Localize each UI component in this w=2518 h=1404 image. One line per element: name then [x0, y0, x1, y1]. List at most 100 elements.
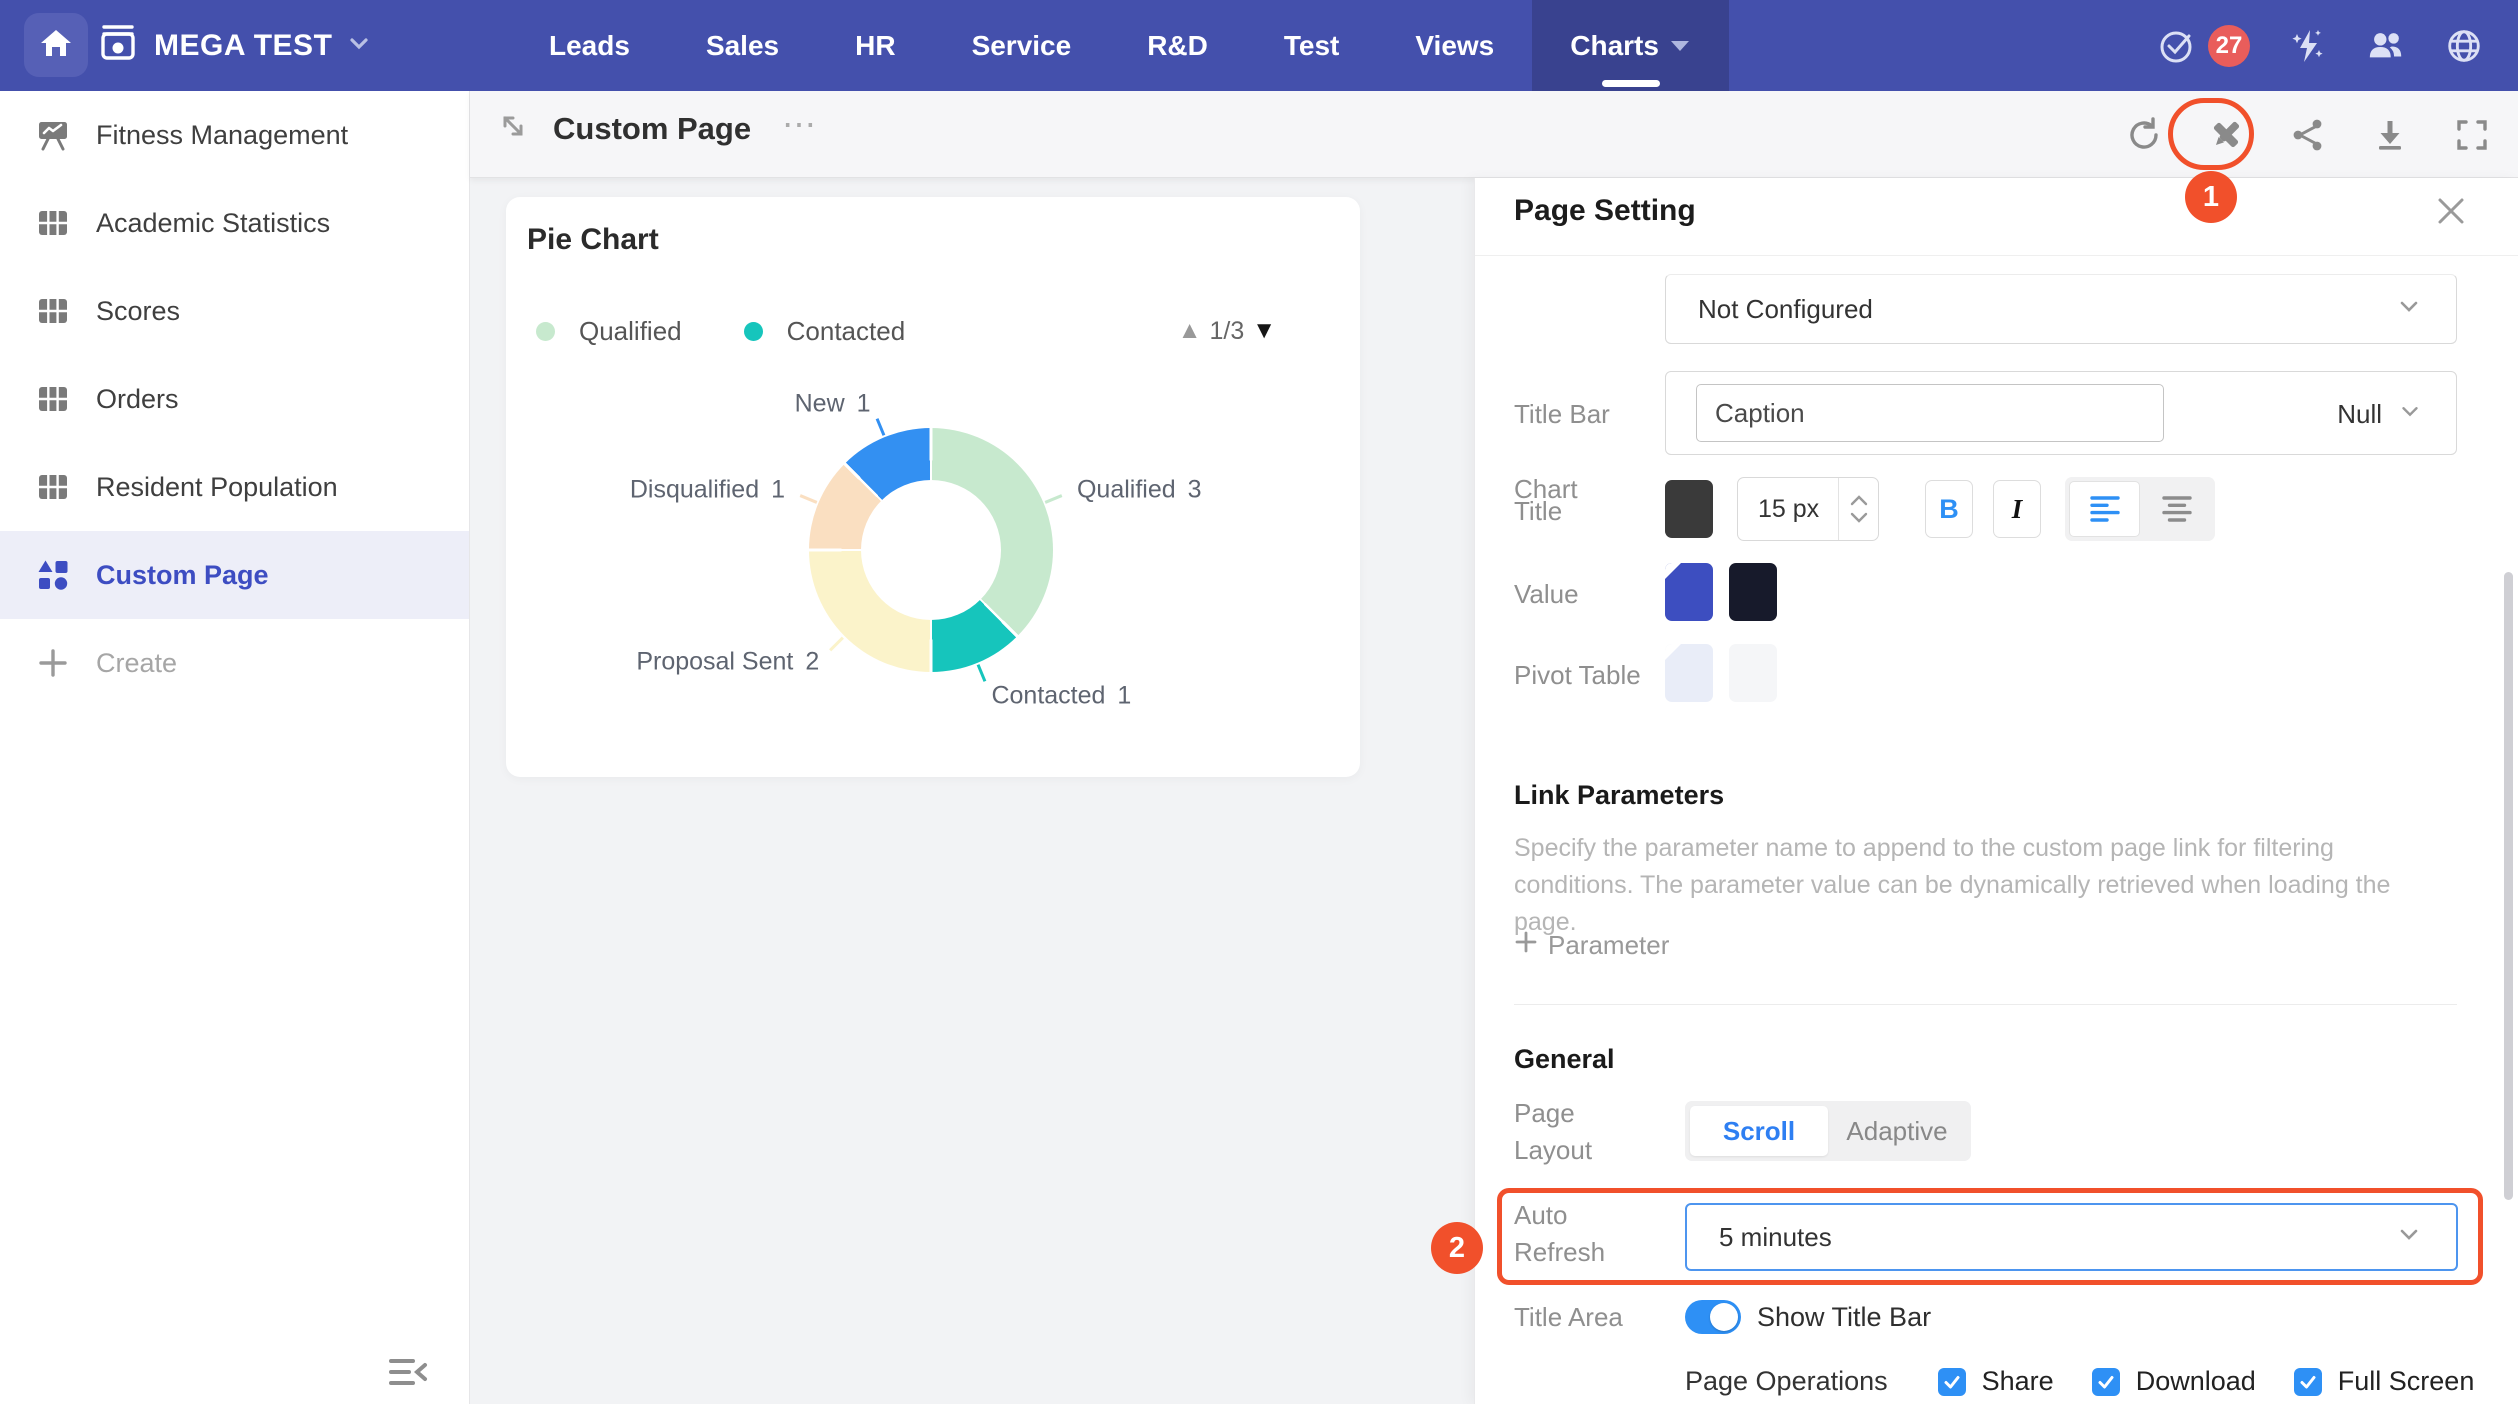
titlebar-row-label: Title Bar: [1514, 399, 1610, 429]
pivot-color-swatch-2[interactable]: [1729, 644, 1777, 702]
auto-refresh-label-1: Auto: [1514, 1200, 1568, 1230]
caption-input[interactable]: Caption: [1696, 384, 2164, 442]
nav-item-charts[interactable]: Charts: [1532, 0, 1729, 91]
chart-select-value: Not Configured: [1698, 293, 1873, 324]
sidebar-item-custom-page[interactable]: Custom Page: [0, 531, 469, 619]
value-color-swatch-1[interactable]: [1665, 563, 1713, 621]
italic-button[interactable]: I: [1993, 480, 2041, 538]
align-left-button[interactable]: [2069, 481, 2140, 537]
align-center-button[interactable]: [2142, 481, 2211, 537]
sidebar-item-academic-statistics[interactable]: Academic Statistics: [0, 179, 469, 267]
show-title-bar-toggle[interactable]: [1685, 1300, 1741, 1334]
label-leader-line: [875, 418, 885, 436]
pivot-color-swatch-1[interactable]: [1665, 644, 1713, 702]
sidebar-item-fitness-management[interactable]: Fitness Management: [0, 91, 469, 179]
collapse-sidebar-button[interactable]: [384, 1352, 432, 1392]
legend-page-indicator: 1/3: [1209, 316, 1245, 345]
members-icon[interactable]: [2366, 26, 2406, 66]
home-button[interactable]: [24, 13, 88, 77]
font-size-stepper[interactable]: 15 px: [1737, 477, 1879, 541]
panel-scrollbar[interactable]: [2504, 572, 2513, 1200]
nav-item-views[interactable]: Views: [1377, 0, 1532, 91]
show-title-bar-label: Show Title Bar: [1757, 1302, 1932, 1332]
layout-option-scroll[interactable]: Scroll: [1690, 1106, 1828, 1156]
nav-item-hr[interactable]: HR: [817, 0, 933, 91]
add-parameter-button[interactable]: Parameter: [1514, 930, 1669, 961]
close-icon[interactable]: [2432, 192, 2470, 230]
chevron-down-icon: [2398, 399, 2422, 430]
checkbox-label: Download: [2135, 1366, 2256, 1396]
fullscreen-icon[interactable]: [2454, 117, 2490, 153]
sidebar-item-label: Resident Population: [96, 471, 338, 502]
legend-label: Contacted: [786, 315, 906, 346]
org-caret-icon: [346, 30, 372, 61]
label-leader-line: [1044, 494, 1063, 504]
download-icon[interactable]: [2372, 117, 2408, 153]
legend-dot: [743, 321, 763, 341]
legend-item-contacted[interactable]: Contacted: [743, 315, 906, 347]
checkbox-share[interactable]: [1937, 1367, 1966, 1396]
legend-page-up-icon[interactable]: ▲: [1177, 317, 1202, 344]
legend-page-down-icon[interactable]: ▼: [1252, 317, 1276, 344]
shapes-icon: [36, 558, 70, 592]
pie-chart-card: Pie Chart Qualified Contacted ▲ 1/3 ▼ Qua…: [506, 197, 1360, 777]
sidebar: Fitness Management Academic Statistics Sco…: [0, 91, 470, 1404]
topnav-right-icons: 27: [2156, 0, 2484, 91]
tutorial-step-1-badge: 1: [2185, 171, 2237, 223]
auto-refresh-value: 5 minutes: [1719, 1221, 1832, 1252]
legend-dot: [536, 321, 555, 341]
sidebar-create-button[interactable]: Create: [0, 619, 469, 707]
layout-option-adaptive[interactable]: Adaptive: [1846, 1115, 1948, 1146]
nav-item-leads[interactable]: Leads: [511, 0, 668, 91]
refresh-icon[interactable]: [2126, 116, 2162, 153]
stepper-arrows[interactable]: [1838, 478, 1878, 540]
null-select[interactable]: Null: [2337, 372, 2422, 456]
nav-item-service[interactable]: Service: [934, 0, 1110, 91]
panel-divider: [1475, 255, 2518, 256]
sidebar-item-label: Academic Statistics: [96, 207, 331, 238]
chart-select[interactable]: Not Configured: [1665, 274, 2457, 344]
checkbox-download[interactable]: [2091, 1367, 2120, 1396]
sidebar-item-orders[interactable]: Orders: [0, 355, 469, 443]
tutorial-step-2-badge: 2: [1431, 1222, 1483, 1274]
page-operations-row: Page Operations Share Download Full Screen: [1685, 1366, 2474, 1397]
legend-item-qualified[interactable]: Qualified: [536, 316, 682, 347]
label-leader-line: [799, 494, 817, 504]
operation-share[interactable]: Share: [1937, 1366, 2054, 1397]
auto-refresh-select[interactable]: 5 minutes: [1685, 1203, 2458, 1271]
org-switcher[interactable]: MEGA TEST: [96, 0, 372, 91]
caret-down-icon: [1669, 38, 1691, 54]
bold-button[interactable]: B: [1925, 480, 1973, 538]
value-color-swatch-2[interactable]: [1729, 563, 1777, 621]
legend-pagination: ▲ 1/3 ▼: [1178, 313, 1276, 349]
checkbox-full-screen[interactable]: [2293, 1367, 2322, 1396]
more-options-icon[interactable]: ⋯: [782, 106, 818, 144]
notification-count-badge[interactable]: 27: [2208, 24, 2250, 67]
sidebar-item-resident-population[interactable]: Resident Population: [0, 443, 469, 531]
nav-item-label: R&D: [1147, 29, 1208, 61]
nav-item-test[interactable]: Test: [1246, 0, 1378, 91]
operation-full-screen[interactable]: Full Screen: [2293, 1366, 2474, 1397]
nav-item-sales[interactable]: Sales: [668, 0, 817, 91]
active-tab-underline: [1601, 80, 1660, 87]
globe-icon[interactable]: [2444, 26, 2484, 66]
title-area-label: Title Area: [1514, 1302, 1623, 1332]
nav-item-label: Leads: [549, 29, 630, 61]
nav-item-r-d[interactable]: R&D: [1109, 0, 1246, 91]
expand-diagonal-icon[interactable]: [498, 111, 528, 141]
slice-label-disqualified: Disqualified 1: [629, 475, 786, 504]
donut-chart[interactable]: [809, 428, 1053, 672]
slice-label-contacted: Contacted 1: [991, 681, 1132, 710]
sidebar-item-scores[interactable]: Scores: [0, 267, 469, 355]
tasks-check-icon[interactable]: [2156, 26, 2196, 66]
nav-item-label: Charts: [1570, 29, 1659, 61]
chevron-down-icon: [2396, 293, 2422, 326]
plus-icon: [36, 646, 70, 680]
slice-label-qualified: Qualified 3: [1076, 475, 1202, 504]
edit-page-icon[interactable]: [2208, 117, 2244, 153]
title-color-swatch[interactable]: [1665, 480, 1713, 538]
page-layout-label-1: Page: [1514, 1098, 1575, 1128]
ai-sparkle-icon[interactable]: [2288, 26, 2328, 66]
operation-download[interactable]: Download: [2091, 1366, 2256, 1397]
share-icon[interactable]: [2290, 117, 2326, 153]
